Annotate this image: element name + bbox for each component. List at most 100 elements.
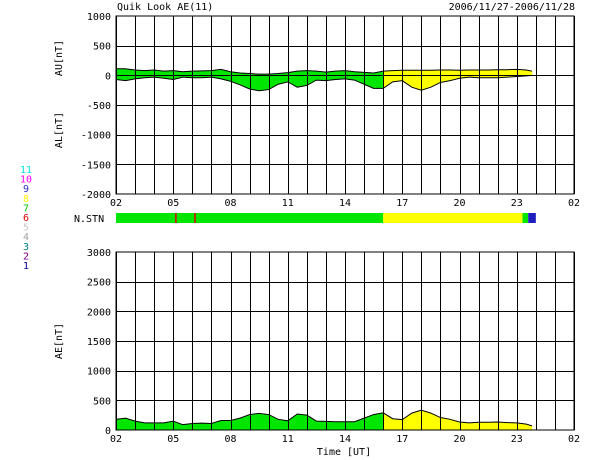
au-al-panel: 1000 500 0 -500 -1000 -1500 -2000 02 05 08 11 14 17… bbox=[54, 12, 580, 209]
date-range: 2006/11/27-2006/11/28 bbox=[449, 2, 575, 13]
x-tick-label: 11 bbox=[282, 198, 294, 209]
strip-mark bbox=[194, 213, 196, 223]
area-segment bbox=[325, 421, 336, 431]
y-tick-label: 1000 bbox=[87, 367, 111, 378]
au-line bbox=[116, 68, 533, 75]
x-tick-label: 02 bbox=[568, 198, 580, 209]
ae-panel: 3000 2500 2000 1500 1000 500 0 02 05 08 11 14 17 20 2… bbox=[54, 248, 580, 458]
area-segment bbox=[192, 422, 203, 431]
legend-station-5: 5 bbox=[23, 223, 29, 234]
strip-segment bbox=[522, 213, 529, 223]
area-segment bbox=[220, 420, 231, 431]
y-tick-label: 3000 bbox=[87, 248, 111, 259]
y-tick-label: 0 bbox=[105, 71, 111, 82]
al-line bbox=[115, 74, 533, 92]
al-axis-label: AL[nT] bbox=[54, 112, 65, 148]
area-segment bbox=[468, 69, 479, 78]
area-segment bbox=[201, 422, 212, 431]
area-segment bbox=[363, 414, 374, 431]
area-segment bbox=[144, 422, 155, 431]
y-tick-label: -1000 bbox=[81, 131, 111, 142]
y-tick-label: -2000 bbox=[81, 190, 111, 201]
area-segment bbox=[287, 413, 298, 431]
legend-station-1: 1 bbox=[23, 261, 29, 272]
area-segment bbox=[335, 421, 346, 431]
station-count-strip: N.STN bbox=[74, 213, 536, 225]
y-tick-label: 2000 bbox=[87, 307, 111, 318]
area-segment bbox=[258, 413, 269, 431]
legend-station-10: 10 bbox=[20, 175, 32, 186]
ae-area bbox=[115, 409, 533, 431]
area-segment bbox=[497, 421, 508, 431]
x-tick-label: 08 bbox=[224, 198, 236, 209]
ae-x-ticks: 02 05 08 11 14 17 20 23 02 bbox=[110, 434, 580, 445]
x-tick-label: 02 bbox=[568, 434, 580, 445]
au-axis-label: AU[nT] bbox=[54, 40, 65, 76]
area-segment bbox=[373, 412, 384, 431]
area-segment bbox=[306, 414, 317, 431]
area-segment bbox=[115, 68, 126, 81]
area-segment bbox=[373, 70, 384, 89]
area-segment bbox=[402, 70, 413, 88]
x-tick-label: 17 bbox=[396, 434, 408, 445]
ae-y-ticks: 3000 2500 2000 1500 1000 500 0 bbox=[87, 248, 111, 437]
x-tick-label: 14 bbox=[339, 434, 351, 445]
area-segment bbox=[239, 414, 250, 431]
area-segment bbox=[297, 70, 308, 88]
strip-label: N.STN bbox=[74, 214, 104, 225]
legend-station-9: 9 bbox=[23, 184, 29, 195]
legend-station-3: 3 bbox=[23, 242, 29, 253]
y-tick-label: 500 bbox=[93, 42, 111, 53]
area-segment bbox=[478, 422, 489, 431]
au-al-y-ticks: 1000 500 0 -500 -1000 -1500 -2000 bbox=[81, 12, 111, 201]
legend-station-4: 4 bbox=[23, 232, 29, 243]
x-tick-label: 02 bbox=[110, 198, 122, 209]
area-segment bbox=[344, 421, 355, 431]
area-segment bbox=[506, 422, 517, 431]
strip-segment bbox=[383, 213, 523, 223]
area-segment bbox=[249, 413, 260, 431]
x-tick-label: 23 bbox=[511, 434, 523, 445]
area-segment bbox=[249, 73, 260, 92]
x-tick-label: 08 bbox=[224, 434, 236, 445]
ae-axis-label: AE[nT] bbox=[54, 323, 65, 359]
area-segment bbox=[487, 69, 498, 78]
ae-line bbox=[115, 409, 533, 427]
legend-station-7: 7 bbox=[23, 203, 29, 214]
x-tick-label: 20 bbox=[453, 434, 465, 445]
area-segment bbox=[497, 69, 508, 78]
x-tick-label: 23 bbox=[511, 198, 523, 209]
x-tick-label: 05 bbox=[167, 198, 179, 209]
x-axis-label: Time [UT] bbox=[317, 447, 371, 458]
area-segment bbox=[297, 413, 308, 431]
legend-station-6: 6 bbox=[23, 213, 29, 224]
strip-segment bbox=[116, 213, 384, 223]
strip-segments bbox=[116, 213, 536, 223]
chart-title: Quik Look AE(11) bbox=[117, 2, 213, 13]
strip-mark bbox=[175, 213, 177, 223]
y-tick-label: -500 bbox=[87, 101, 111, 112]
area-segment bbox=[153, 422, 164, 431]
au-al-grid bbox=[115, 15, 575, 195]
x-tick-label: 17 bbox=[396, 198, 408, 209]
ae-grid bbox=[115, 251, 575, 431]
x-tick-label: 05 bbox=[167, 434, 179, 445]
area-segment bbox=[468, 422, 479, 431]
y-tick-label: 1000 bbox=[87, 12, 111, 23]
area-segment bbox=[144, 69, 155, 78]
area-segment bbox=[258, 73, 269, 92]
x-tick-label: 14 bbox=[339, 198, 351, 209]
area-segment bbox=[201, 70, 212, 78]
x-tick-label: 20 bbox=[453, 198, 465, 209]
y-tick-label: 1500 bbox=[87, 337, 111, 348]
y-tick-label: 0 bbox=[105, 426, 111, 437]
area-segment bbox=[115, 417, 126, 431]
area-segment bbox=[402, 412, 413, 431]
area-segment bbox=[487, 421, 498, 431]
area-segment bbox=[316, 420, 327, 431]
area-segment bbox=[392, 418, 403, 431]
area-segment bbox=[192, 70, 203, 78]
strip-segment bbox=[528, 213, 536, 223]
area-segment bbox=[478, 69, 489, 78]
